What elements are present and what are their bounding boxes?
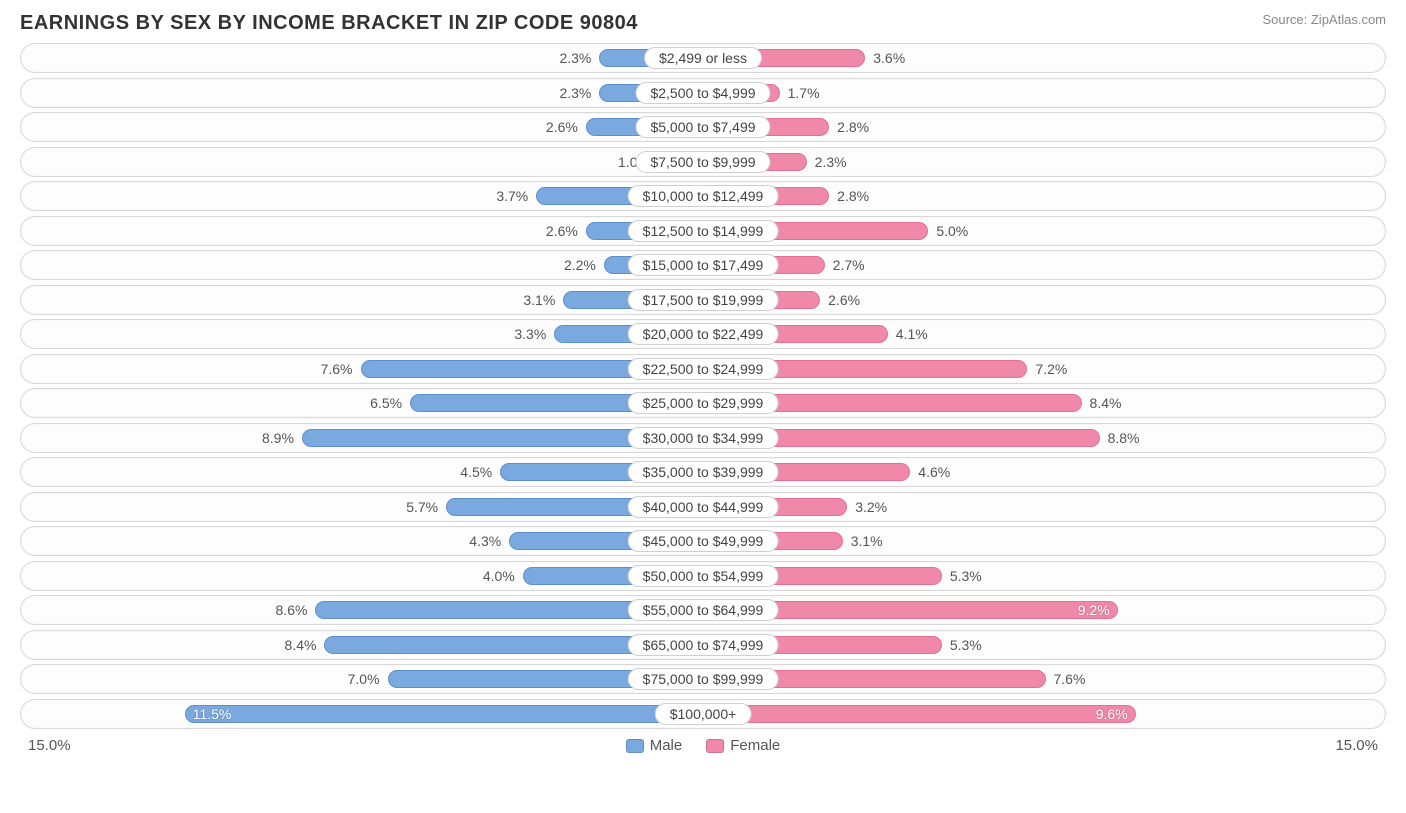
male-value-label: 3.7% xyxy=(496,188,528,204)
chart-row: 7.6% 7.2% $22,500 to $24,999 xyxy=(20,354,1386,384)
bracket-label: $12,500 to $14,999 xyxy=(628,220,779,242)
bracket-label: $40,000 to $44,999 xyxy=(628,496,779,518)
chart-row: 4.5% 4.6% $35,000 to $39,999 xyxy=(20,457,1386,487)
bracket-label: $75,000 to $99,999 xyxy=(628,668,779,690)
bracket-label: $5,000 to $7,499 xyxy=(635,116,770,138)
chart-row: 8.9% 8.8% $30,000 to $34,999 xyxy=(20,423,1386,453)
chart-row: 2.2% 2.7% $15,000 to $17,499 xyxy=(20,250,1386,280)
bracket-label: $2,500 to $4,999 xyxy=(635,82,770,104)
female-value-label: 1.7% xyxy=(788,85,820,101)
bracket-label: $2,499 or less xyxy=(644,47,762,69)
chart-row: 2.3% 3.6% $2,499 or less xyxy=(20,43,1386,73)
chart-row: 2.6% 5.0% $12,500 to $14,999 xyxy=(20,216,1386,246)
female-value-label: 4.6% xyxy=(918,464,950,480)
female-value-label: 3.1% xyxy=(851,533,883,549)
legend-female-label: Female xyxy=(730,737,780,754)
chart-row: 4.3% 3.1% $45,000 to $49,999 xyxy=(20,526,1386,556)
male-value-label: 7.6% xyxy=(321,361,353,377)
female-value-label: 5.3% xyxy=(950,568,982,584)
female-value-label: 2.6% xyxy=(828,292,860,308)
male-value-label: 8.9% xyxy=(262,430,294,446)
female-value-label: 9.6% xyxy=(1096,706,1128,722)
chart-row: 2.6% 2.8% $5,000 to $7,499 xyxy=(20,112,1386,142)
male-value-label: 4.0% xyxy=(483,568,515,584)
legend-male-label: Male xyxy=(650,737,683,754)
female-value-label: 3.6% xyxy=(873,50,905,66)
female-value-label: 8.8% xyxy=(1108,430,1140,446)
chart-area: 2.3% 3.6% $2,499 or less 2.3% 1.7% $2,500 to … xyxy=(0,37,1406,729)
bracket-label: $35,000 to $39,999 xyxy=(628,461,779,483)
male-value-label: 11.5% xyxy=(193,706,232,722)
bracket-label: $22,500 to $24,999 xyxy=(628,358,779,380)
bracket-label: $30,000 to $34,999 xyxy=(628,427,779,449)
bracket-label: $45,000 to $49,999 xyxy=(628,530,779,552)
bracket-label: $65,000 to $74,999 xyxy=(628,634,779,656)
female-value-label: 3.2% xyxy=(855,499,887,515)
bracket-label: $55,000 to $64,999 xyxy=(628,599,779,621)
bracket-label: $20,000 to $22,499 xyxy=(628,323,779,345)
bracket-label: $17,500 to $19,999 xyxy=(628,289,779,311)
female-value-label: 2.8% xyxy=(837,119,869,135)
female-value-label: 9.2% xyxy=(1078,602,1110,618)
female-value-label: 5.3% xyxy=(950,637,982,653)
male-value-label: 2.2% xyxy=(564,257,596,273)
female-value-label: 8.4% xyxy=(1090,395,1122,411)
bracket-label: $7,500 to $9,999 xyxy=(635,151,770,173)
chart-row: 8.4% 5.3% $65,000 to $74,999 xyxy=(20,630,1386,660)
chart-source: Source: ZipAtlas.com xyxy=(1262,12,1386,27)
chart-header: EARNINGS BY SEX BY INCOME BRACKET IN ZIP… xyxy=(0,0,1406,37)
male-value-label: 7.0% xyxy=(348,671,380,687)
chart-row: 7.0% 7.6% $75,000 to $99,999 xyxy=(20,664,1386,694)
bracket-label: $100,000+ xyxy=(655,703,752,725)
male-value-label: 8.6% xyxy=(276,602,308,618)
male-value-label: 4.5% xyxy=(460,464,492,480)
female-swatch-icon xyxy=(706,739,724,753)
chart-row: 3.7% 2.8% $10,000 to $12,499 xyxy=(20,181,1386,211)
male-swatch-icon xyxy=(626,739,644,753)
bracket-label: $25,000 to $29,999 xyxy=(628,392,779,414)
chart-row: 8.6% 9.2% $55,000 to $64,999 xyxy=(20,595,1386,625)
legend: Male Female xyxy=(71,737,1336,754)
axis-max-left: 15.0% xyxy=(28,737,71,754)
chart-row: 11.5% 9.6% $100,000+ xyxy=(20,699,1386,729)
male-bar xyxy=(185,705,703,723)
male-value-label: 2.6% xyxy=(546,223,578,239)
male-value-label: 5.7% xyxy=(406,499,438,515)
female-value-label: 2.3% xyxy=(815,154,847,170)
male-value-label: 2.3% xyxy=(559,50,591,66)
chart-row: 5.7% 3.2% $40,000 to $44,999 xyxy=(20,492,1386,522)
chart-row: 3.1% 2.6% $17,500 to $19,999 xyxy=(20,285,1386,315)
female-value-label: 7.2% xyxy=(1035,361,1067,377)
legend-female: Female xyxy=(706,737,780,754)
male-value-label: 2.6% xyxy=(546,119,578,135)
legend-male: Male xyxy=(626,737,683,754)
male-value-label: 4.3% xyxy=(469,533,501,549)
male-value-label: 3.1% xyxy=(523,292,555,308)
axis-max-right: 15.0% xyxy=(1335,737,1378,754)
male-value-label: 6.5% xyxy=(370,395,402,411)
bracket-label: $10,000 to $12,499 xyxy=(628,185,779,207)
chart-row: 1.0%2.3%$7,500 to $9,999 xyxy=(20,147,1386,177)
bracket-label: $50,000 to $54,999 xyxy=(628,565,779,587)
female-value-label: 2.7% xyxy=(833,257,865,273)
male-value-label: 8.4% xyxy=(285,637,317,653)
chart-footer: 15.0% Male Female 15.0% xyxy=(0,733,1406,754)
bracket-label: $15,000 to $17,499 xyxy=(628,254,779,276)
chart-row: 3.3% 4.1% $20,000 to $22,499 xyxy=(20,319,1386,349)
chart-title: EARNINGS BY SEX BY INCOME BRACKET IN ZIP… xyxy=(20,12,638,35)
female-value-label: 7.6% xyxy=(1054,671,1086,687)
female-bar xyxy=(703,705,1136,723)
male-value-label: 3.3% xyxy=(514,326,546,342)
female-value-label: 4.1% xyxy=(896,326,928,342)
chart-row: 2.3% 1.7% $2,500 to $4,999 xyxy=(20,78,1386,108)
female-value-label: 2.8% xyxy=(837,188,869,204)
chart-row: 4.0% 5.3% $50,000 to $54,999 xyxy=(20,561,1386,591)
chart-row: 6.5% 8.4% $25,000 to $29,999 xyxy=(20,388,1386,418)
male-value-label: 2.3% xyxy=(559,85,591,101)
female-value-label: 5.0% xyxy=(936,223,968,239)
